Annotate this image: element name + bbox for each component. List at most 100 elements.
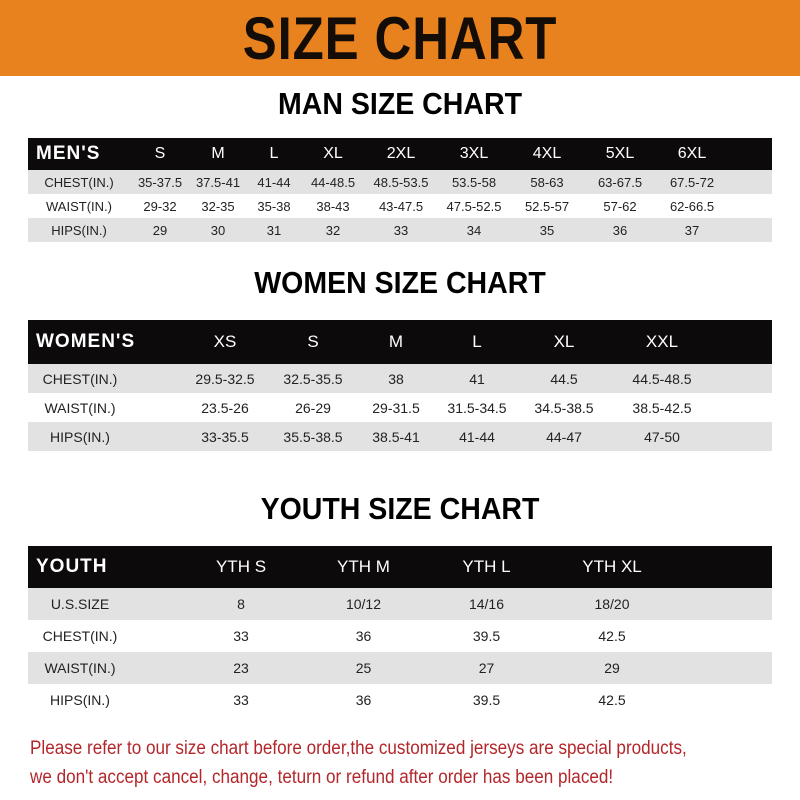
table-cell: 31 <box>266 222 282 238</box>
notice-line-1: Please refer to our size chart before or… <box>30 738 687 759</box>
table-cell: 23 <box>233 660 249 676</box>
table-cell: 41-44 <box>459 428 495 445</box>
table-cell: 52.5-57 <box>524 198 570 214</box>
youth-section-title: YOUTH SIZE CHART <box>260 491 540 526</box>
men-section-title: MAN SIZE CHART <box>277 86 523 121</box>
title-banner: SIZE CHART <box>0 0 800 76</box>
table-cell: 29.5-32.5 <box>195 370 255 387</box>
size-header-cell: XL <box>553 332 575 351</box>
size-header-cell: YTH L <box>462 557 511 576</box>
size-header-cell: M <box>388 332 404 351</box>
table-cell: 32 <box>325 222 341 238</box>
women-size-table: WOMEN'S XS S M L XL XXL CHEST(IN.) 29.5-32.5 32.5… <box>28 320 772 451</box>
size-header-cell: 5XL <box>605 145 635 162</box>
table-cell: 62-66.5 <box>669 198 715 214</box>
size-header-cell: 2XL <box>386 145 416 162</box>
table-cell: 29-31.5 <box>372 399 420 416</box>
table-cell: 18/20 <box>594 596 630 612</box>
table-header-label: WOMEN'S <box>36 331 136 352</box>
table-header-label: MEN'S <box>36 143 101 164</box>
row-label: U.S.SIZE <box>50 596 110 612</box>
table-cell: 32.5-35.5 <box>283 370 343 387</box>
table-cell: 48.5-53.5 <box>373 174 429 190</box>
table-row: WAIST(IN.) 23.5-26 26-29 29-31.5 31.5-34.5 34… <box>28 393 772 422</box>
table-cell: 38 <box>388 370 404 387</box>
table-cell: 25 <box>355 660 372 676</box>
table-row: CHEST(IN.) 29.5-32.5 32.5-35.5 38 41 44.5 44.5… <box>28 364 772 393</box>
table-cell: 44-48.5 <box>310 174 356 190</box>
table-cell: 23.5-26 <box>201 399 249 416</box>
table-cell: 37 <box>684 222 700 238</box>
table-cell: 53.5-58 <box>451 174 497 190</box>
table-cell: 57-62 <box>603 198 637 214</box>
size-header-cell: 3XL <box>459 145 489 162</box>
table-cell: 35-38 <box>257 198 291 214</box>
size-header-cell: 4XL <box>532 145 562 162</box>
table-cell: 35 <box>539 222 555 238</box>
table-cell: 63-67.5 <box>597 174 643 190</box>
table-cell: 44-47 <box>546 428 582 445</box>
table-cell: 41-44 <box>257 174 291 190</box>
table-cell: 44.5 <box>550 370 578 387</box>
table-cell: 67.5-72 <box>669 174 715 190</box>
table-cell: 37.5-41 <box>195 174 241 190</box>
table-cell: 33 <box>233 628 249 644</box>
row-label: CHEST(IN.) <box>42 628 118 644</box>
size-header-cell: L <box>269 145 279 162</box>
banner-title: SIZE CHART <box>242 4 558 72</box>
table-cell: 33 <box>393 222 409 238</box>
table-header-row: MEN'S S M L XL 2XL 3XL 4XL 5XL 6XL <box>28 138 772 170</box>
table-cell: 39.5 <box>472 628 501 644</box>
table-cell: 42.5 <box>598 628 626 644</box>
row-label: CHEST(IN.) <box>44 174 114 190</box>
size-header-cell: L <box>472 332 482 351</box>
row-label: HIPS(IN.) <box>50 428 110 445</box>
size-header-cell: XL <box>323 145 343 162</box>
table-cell: 47.5-52.5 <box>446 198 502 214</box>
table-cell: 8 <box>237 596 245 612</box>
table-cell: 38.5-42.5 <box>632 399 692 416</box>
size-header-cell: S <box>307 332 319 351</box>
table-cell: 34 <box>466 222 482 238</box>
men-size-table: MEN'S S M L XL 2XL 3XL 4XL 5XL 6XL CHEST(IN.) 35-37… <box>28 138 772 242</box>
table-row: U.S.SIZE 8 10/12 14/16 18/20 <box>28 588 772 620</box>
row-label: CHEST(IN.) <box>42 370 118 387</box>
table-row: HIPS(IN.) 33-35.5 35.5-38.5 38.5-41 41-44 44-… <box>28 422 772 451</box>
table-cell: 36 <box>612 222 628 238</box>
row-label: WAIST(IN.) <box>44 399 116 416</box>
table-row: HIPS(IN.) 29 30 31 32 33 34 35 36 37 <box>28 218 772 242</box>
row-label: HIPS(IN.) <box>51 222 107 238</box>
table-cell: 30 <box>210 222 226 238</box>
table-cell: 34.5-38.5 <box>534 399 594 416</box>
table-cell: 14/16 <box>468 596 505 612</box>
size-header-cell: 6XL <box>677 145 707 162</box>
youth-size-table: YOUTH YTH S YTH M YTH L YTH XL U.S.SIZE 8 10/12… <box>28 546 772 716</box>
table-cell: 35.5-38.5 <box>283 428 343 445</box>
table-row: CHEST(IN.) 33 36 39.5 42.5 <box>28 620 772 652</box>
table-cell: 32-35 <box>201 198 235 214</box>
table-cell: 41 <box>469 370 485 387</box>
table-cell: 29-32 <box>143 198 177 214</box>
table-cell: 10/12 <box>345 596 382 612</box>
table-cell: 35-37.5 <box>137 174 183 190</box>
size-header-cell: YTH S <box>215 557 267 576</box>
table-cell: 29 <box>604 660 620 676</box>
table-header-row: WOMEN'S XS S M L XL XXL <box>28 320 772 364</box>
size-header-cell: YTH M <box>337 557 390 576</box>
table-cell: 29 <box>152 222 168 238</box>
table-cell: 44.5-48.5 <box>632 370 692 387</box>
table-cell: 27 <box>478 660 495 676</box>
notice-line-2: we don't accept cancel, change, teturn o… <box>30 767 614 788</box>
table-cell: 33-35.5 <box>201 428 249 445</box>
table-header-label: YOUTH <box>36 556 108 577</box>
table-cell: 38.5-41 <box>372 428 420 445</box>
table-cell: 33 <box>233 692 249 708</box>
size-header-cell: XXL <box>645 332 679 351</box>
table-cell: 38-43 <box>316 198 350 214</box>
table-header-row: YOUTH YTH S YTH M YTH L YTH XL <box>28 546 772 588</box>
row-label: WAIST(IN.) <box>44 660 116 676</box>
table-cell: 58-63 <box>530 174 564 190</box>
table-row: WAIST(IN.) 29-32 32-35 35-38 38-43 43-47.5 47.… <box>28 194 772 218</box>
table-row: CHEST(IN.) 35-37.5 37.5-41 41-44 44-48.5 48.5… <box>28 170 772 194</box>
table-cell: 31.5-34.5 <box>447 399 507 416</box>
